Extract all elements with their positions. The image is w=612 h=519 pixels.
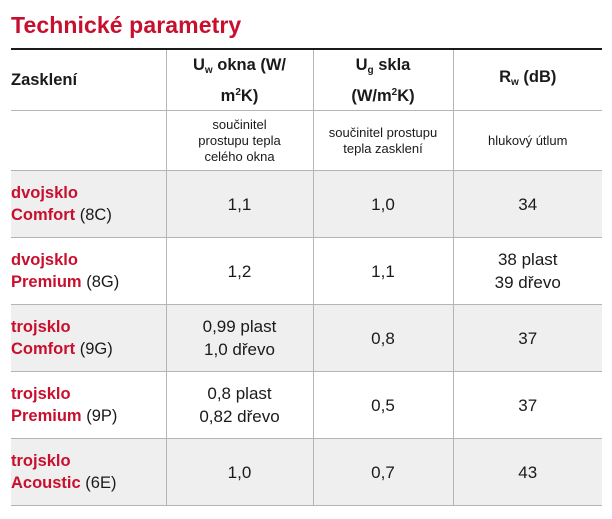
glazing-type: dvojsklo	[11, 251, 78, 269]
glazing-type: trojsklo	[11, 318, 71, 336]
rw-line: 39 dřevo	[494, 273, 561, 292]
rw-value: 43	[452, 438, 602, 506]
ug-value: 1,1	[312, 237, 453, 305]
table-subheader-row: součinitel prostupu tepla celého okna so…	[11, 110, 602, 171]
rw-line: 37	[518, 395, 538, 415]
subheader-rw-line: hlukový útlum	[488, 132, 568, 148]
uw-line: 0,82 dřevo	[199, 407, 280, 426]
subheader-uw: součinitel prostupu tepla celého okna	[165, 110, 313, 171]
ug-value: 0,7	[312, 438, 453, 506]
subheader-ug-line: součinitel prostupu	[328, 124, 438, 140]
glazing-type: dvojsklo	[11, 184, 78, 202]
glazing-variant: Premium	[11, 407, 82, 425]
header-glazing: Zasklení	[11, 49, 166, 111]
subheader-empty	[11, 110, 166, 171]
uw-line: 1,0	[227, 462, 252, 482]
header-uw-text: okna (W/	[212, 55, 287, 74]
uw-value: 1,2	[165, 237, 313, 305]
rw-value: 37	[452, 304, 602, 372]
subheader-uw-line: celého okna	[204, 148, 275, 164]
glazing-variant: Premium	[11, 273, 82, 291]
uw-line: 1,1	[227, 194, 252, 214]
uw-value: 0,99 plast 1,0 dřevo	[165, 304, 313, 372]
header-rw-symbol: R	[499, 68, 512, 86]
parameters-table: Zasklení Uw okna (W/ m2K) Ug skla (W/m2K…	[11, 48, 602, 506]
uw-line: 1,2	[227, 261, 252, 281]
glazing-variant: Comfort	[11, 340, 76, 358]
ug-value: 1,0	[312, 170, 453, 238]
glazing-code: (6E)	[85, 474, 117, 492]
subheader-uw-line: prostupu tepla	[198, 132, 281, 148]
header-uw-unit: m	[220, 86, 236, 105]
page-title: Technické parametry	[11, 12, 242, 38]
header-ug-unit: (W/m	[351, 86, 392, 105]
uw-value: 1,0	[165, 438, 313, 506]
header-uw-sub: w	[204, 64, 213, 76]
header-uw-sup: 2	[235, 86, 241, 98]
glazing-variant: Acoustic	[11, 474, 81, 492]
header-rw-sub: w	[511, 77, 519, 88]
glazing-code: (8G)	[86, 273, 120, 291]
table-header-row: Zasklení Uw okna (W/ m2K) Ug skla (W/m2K…	[11, 49, 602, 111]
header-uw-symbol: U	[192, 55, 205, 74]
subheader-rw: hlukový útlum	[452, 110, 602, 171]
glazing-name: dvojsklo Comfort (8C)	[11, 170, 166, 238]
glazing-type: trojsklo	[11, 452, 71, 470]
rw-value: 37	[452, 371, 602, 439]
glazing-code: (9P)	[86, 407, 118, 425]
glazing-name: trojsklo Acoustic (6E)	[11, 438, 166, 506]
rw-line: 34	[518, 194, 538, 214]
rw-value: 34	[452, 170, 602, 238]
header-uw-unit-end: K)	[240, 86, 259, 105]
subheader-uw-line: součinitel	[212, 116, 267, 132]
glazing-type: trojsklo	[11, 385, 71, 403]
header-rw-text: (dB)	[518, 68, 557, 86]
header-ug-unit-end: K)	[397, 86, 415, 105]
header-ug-sup: 2	[391, 86, 398, 98]
header-ug: Ug skla (W/m2K)	[312, 49, 453, 111]
uw-line: 1,0 dřevo	[204, 340, 275, 359]
glazing-name: trojsklo Comfort (9G)	[11, 304, 166, 372]
glazing-code: (9G)	[79, 340, 113, 358]
table-row: trojsklo Comfort (9G) 0,99 plast 1,0 dře…	[11, 304, 602, 372]
uw-line: 0,99 plast	[202, 317, 277, 336]
header-ug-symbol: U	[355, 55, 368, 74]
rw-line: 38 plast	[497, 250, 558, 269]
glazing-code: (8C)	[79, 206, 112, 224]
ug-value: 0,8	[312, 304, 453, 372]
ug-value: 0,5	[312, 371, 453, 439]
table-row: dvojsklo Comfort (8C) 1,1 1,0 34	[11, 170, 602, 238]
uw-line: 0,8 plast	[207, 384, 272, 403]
uw-value: 0,8 plast 0,82 dřevo	[165, 371, 313, 439]
rw-line: 37	[518, 328, 538, 348]
uw-value: 1,1	[165, 170, 313, 238]
table-row: trojsklo Premium (9P) 0,8 plast 0,82 dře…	[11, 371, 602, 439]
rw-line: 43	[518, 462, 538, 482]
header-uw: Uw okna (W/ m2K)	[165, 49, 313, 111]
subheader-ug: součinitel prostupu tepla zasklení	[312, 110, 453, 171]
glazing-name: dvojsklo Premium (8G)	[11, 237, 166, 305]
header-ug-sub: g	[367, 64, 374, 76]
header-rw: Rw (dB)	[452, 49, 602, 111]
glazing-name: trojsklo Premium (9P)	[11, 371, 166, 439]
subheader-ug-line: tepla zasklení	[343, 140, 423, 156]
glazing-variant: Comfort	[11, 206, 76, 224]
header-ug-text: skla	[373, 55, 411, 74]
table-row: trojsklo Acoustic (6E) 1,0 0,7 43	[11, 438, 602, 506]
rw-value: 38 plast 39 dřevo	[452, 237, 602, 305]
table-row: dvojsklo Premium (8G) 1,2 1,1 38 plast 3…	[11, 237, 602, 305]
